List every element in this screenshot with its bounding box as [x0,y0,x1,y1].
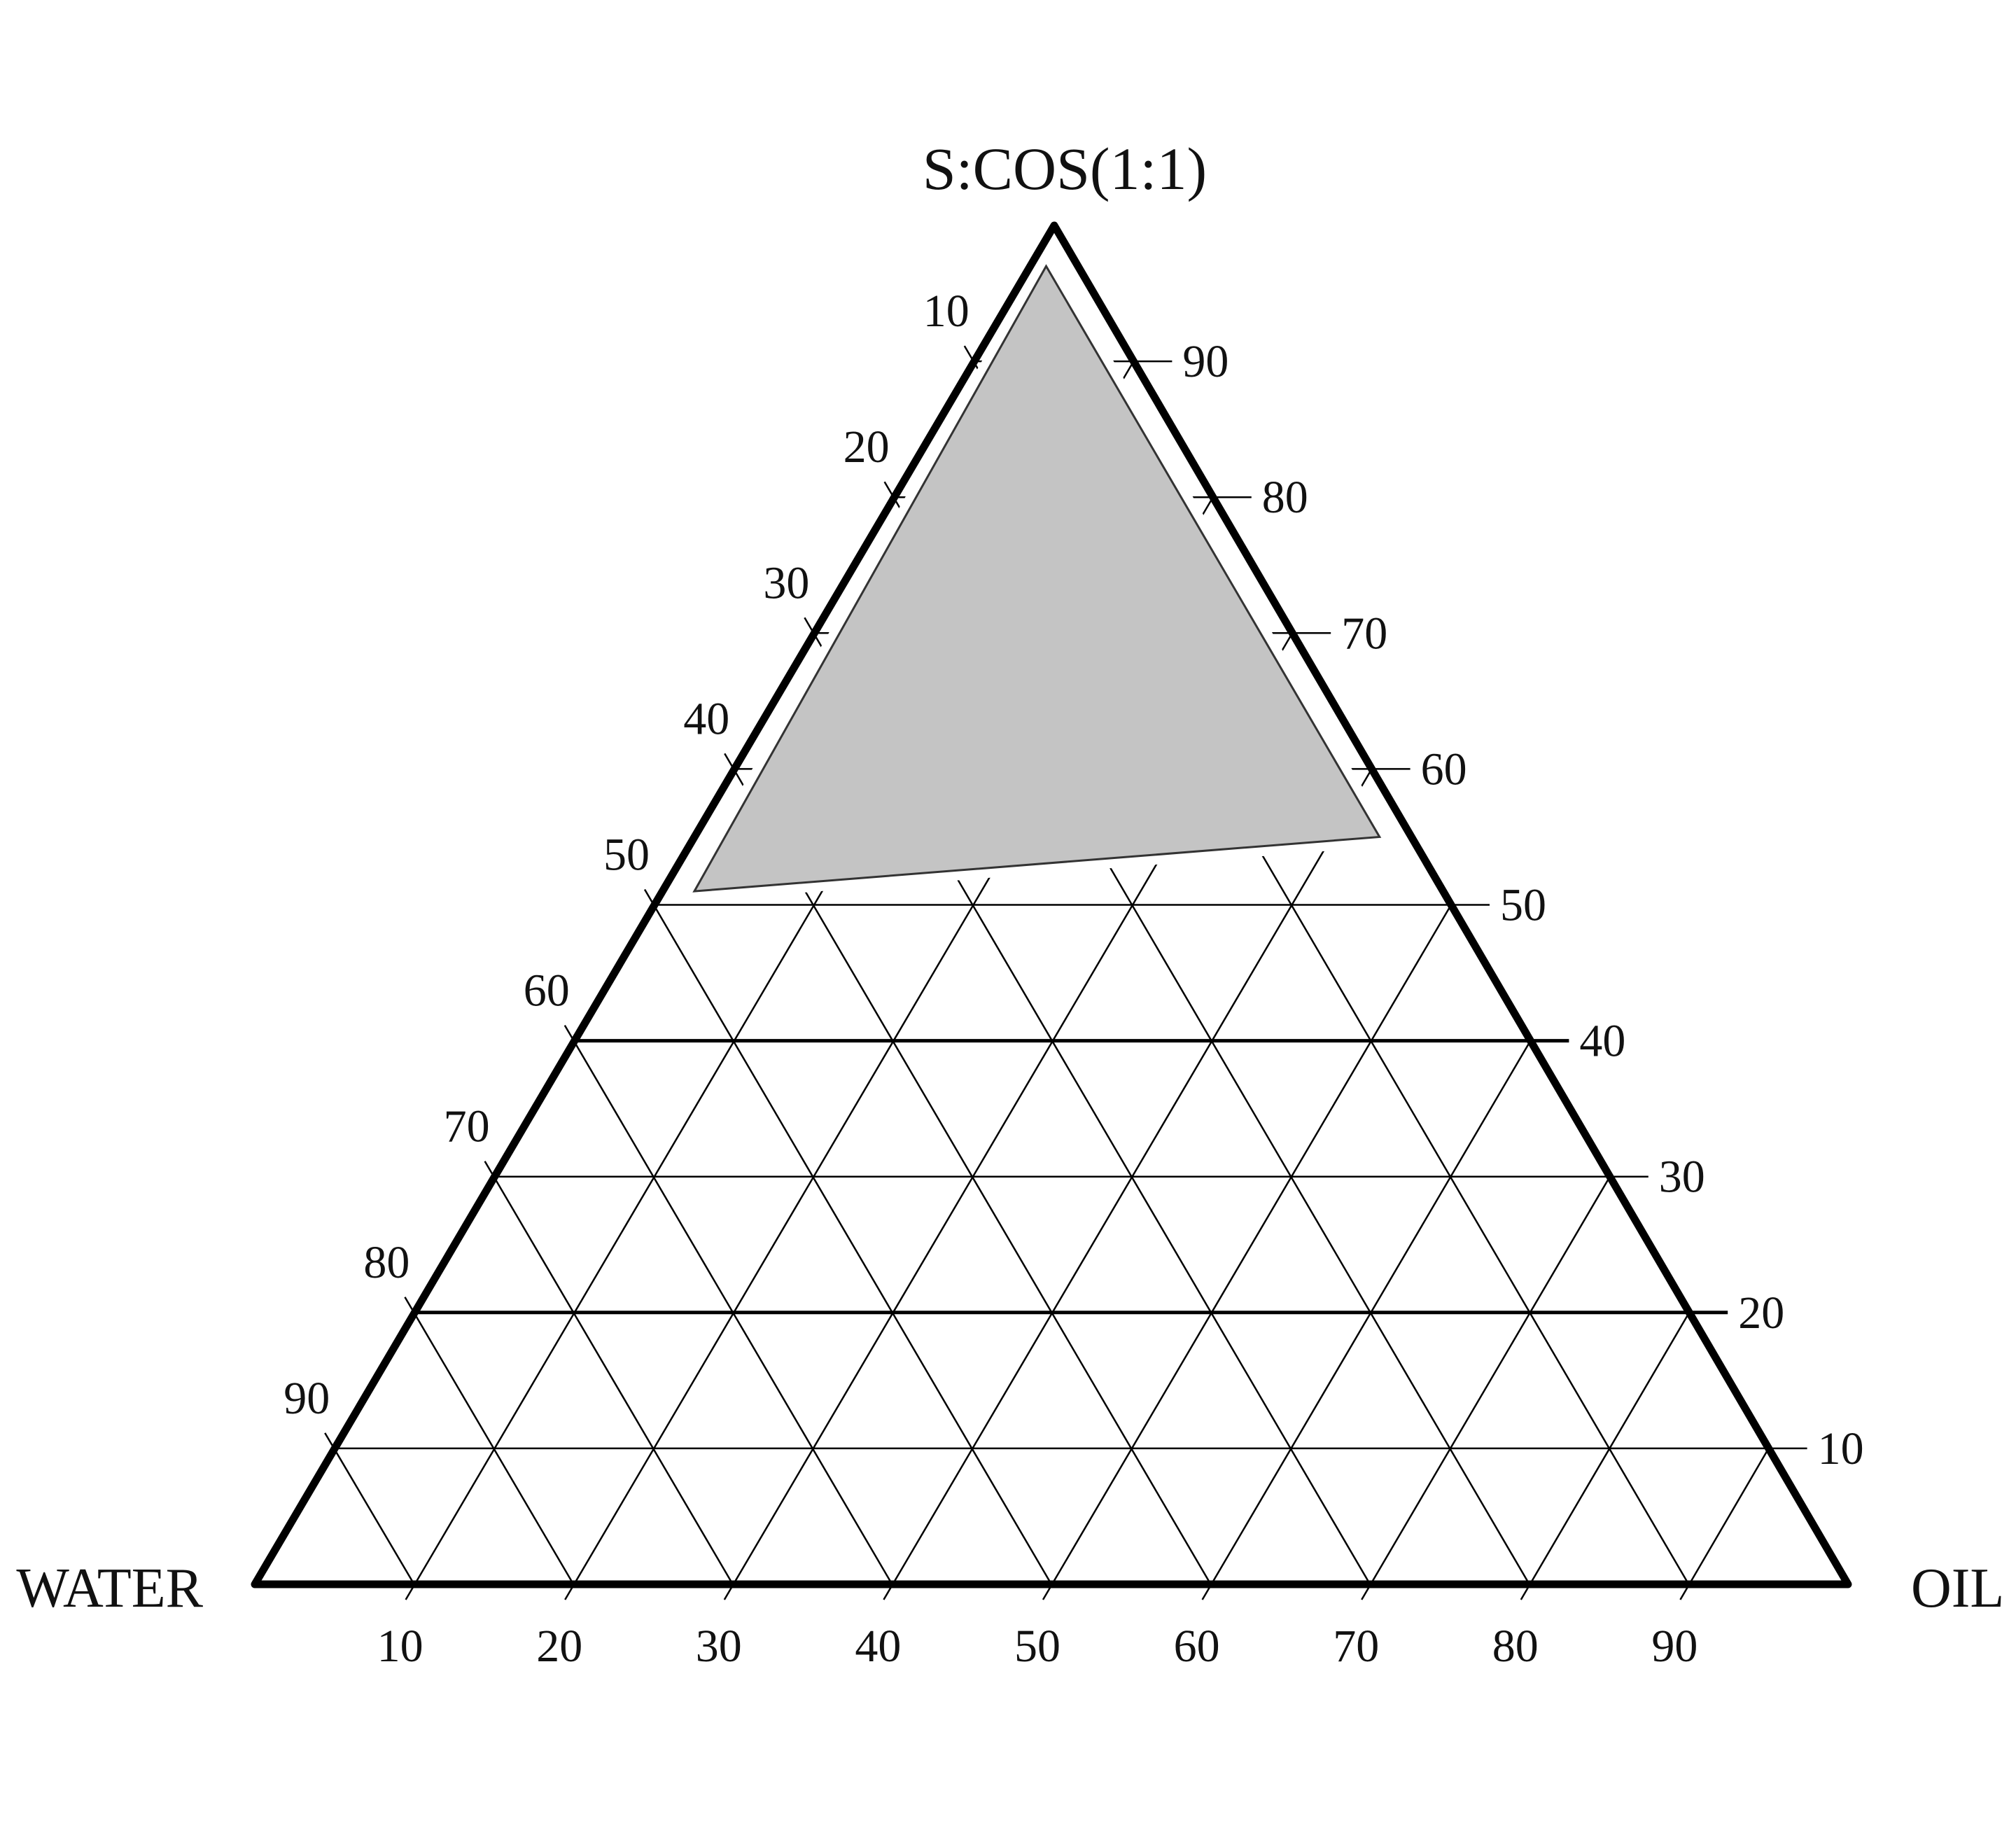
tick-label-left-80: 80 [363,1237,410,1288]
gridline-oil-40 [883,768,1373,1600]
tick-label-left-50: 50 [603,830,650,881]
tick-label-left-20: 20 [844,421,890,473]
gridline-water-90 [324,1432,415,1585]
gridline-water-60 [564,1024,893,1585]
tick-label-bottom-40: 40 [855,1621,901,1672]
apex-label-right: OIL [1911,1558,2004,1619]
tick-label-right-40: 40 [1579,1016,1625,1067]
gridline-oil-70 [1361,1176,1611,1600]
gridline-water-50 [643,888,1053,1585]
triangle-frame [251,221,1852,1588]
tick-label-right-10: 10 [1818,1423,1864,1474]
gridline-oil-80 [1520,1312,1690,1600]
tick-label-bottom-70: 70 [1333,1621,1379,1672]
tick-label-left-60: 60 [524,965,570,1017]
tick-label-bottom-30: 30 [696,1621,742,1672]
apex-label-left: WATER [16,1558,203,1619]
tick-label-left-90: 90 [284,1373,330,1424]
tick-label-right-90: 90 [1182,336,1228,387]
tick-label-bottom-20: 20 [536,1621,582,1672]
tick-label-right-60: 60 [1421,743,1467,795]
tick-label-bottom-10: 10 [377,1621,424,1672]
gridline-oil-50 [1042,904,1452,1600]
tick-label-left-40: 40 [683,693,729,744]
tick-label-right-50: 50 [1500,880,1546,931]
gridline-oil-60 [1201,1040,1532,1600]
tick-label-right-20: 20 [1738,1287,1784,1339]
tick-label-left-70: 70 [444,1101,490,1152]
gridline-oil-90 [1679,1448,1770,1600]
gridline-water-80 [404,1297,575,1585]
tick-label-left-10: 10 [923,286,969,337]
tick-label-right-30: 30 [1659,1152,1705,1203]
tick-label-bottom-80: 80 [1492,1621,1539,1672]
apex-label-top: S:COS(1:1) [923,135,1207,202]
tick-label-left-30: 30 [763,557,809,608]
tick-label-right-80: 80 [1262,472,1308,523]
shaded-region [692,264,1382,893]
tick-label-bottom-90: 90 [1651,1621,1698,1672]
tick-label-bottom-60: 60 [1174,1621,1220,1672]
tick-label-bottom-50: 50 [1014,1621,1060,1672]
gridline-water-70 [484,1161,734,1585]
tick-label-right-70: 70 [1341,608,1387,659]
